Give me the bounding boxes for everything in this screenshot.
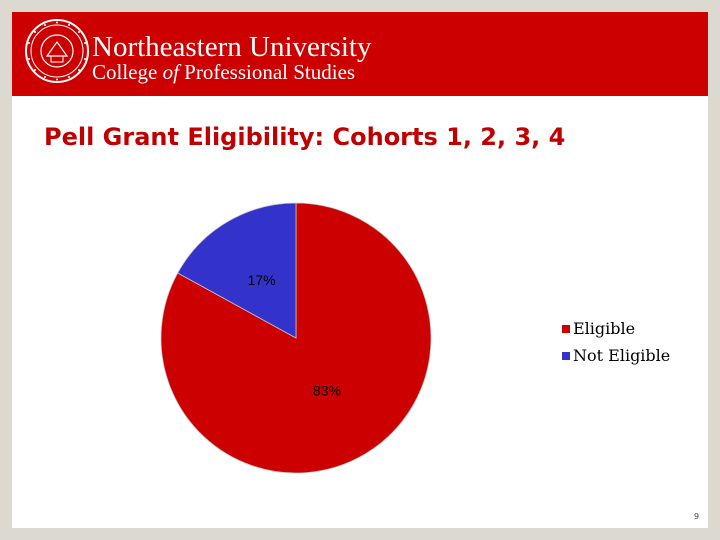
legend-label: Not Eligible <box>573 346 671 365</box>
header-band: Northeastern University College of Profe… <box>12 12 708 96</box>
page-number: 9 <box>694 512 700 521</box>
chart-legend: Eligible Not Eligible <box>562 315 670 369</box>
legend-swatch <box>562 351 570 360</box>
slide: Northeastern University College of Profe… <box>12 12 708 528</box>
university-name: Northeastern University <box>92 31 372 63</box>
college-name-prefix: College <box>92 60 163 84</box>
data-label-eligible: 83% <box>313 382 341 398</box>
college-name-of: of <box>162 60 179 84</box>
pie-slice-not-eligible <box>177 202 297 339</box>
slide-title: Pell Grant Eligibility: Cohorts 1, 2, 3,… <box>44 123 566 151</box>
legend-entry-eligible: Eligible <box>562 315 670 342</box>
legend-entry-not-eligible: Not Eligible <box>562 342 670 369</box>
pie-chart: 83% 17% <box>160 202 432 474</box>
university-seal-icon <box>25 19 89 83</box>
data-label-not-eligible: 17% <box>248 272 276 288</box>
legend-swatch <box>562 324 570 333</box>
college-name-suffix: Professional Studies <box>178 60 356 84</box>
college-name: College of Professional Studies <box>92 60 355 84</box>
legend-label: Eligible <box>573 319 636 338</box>
